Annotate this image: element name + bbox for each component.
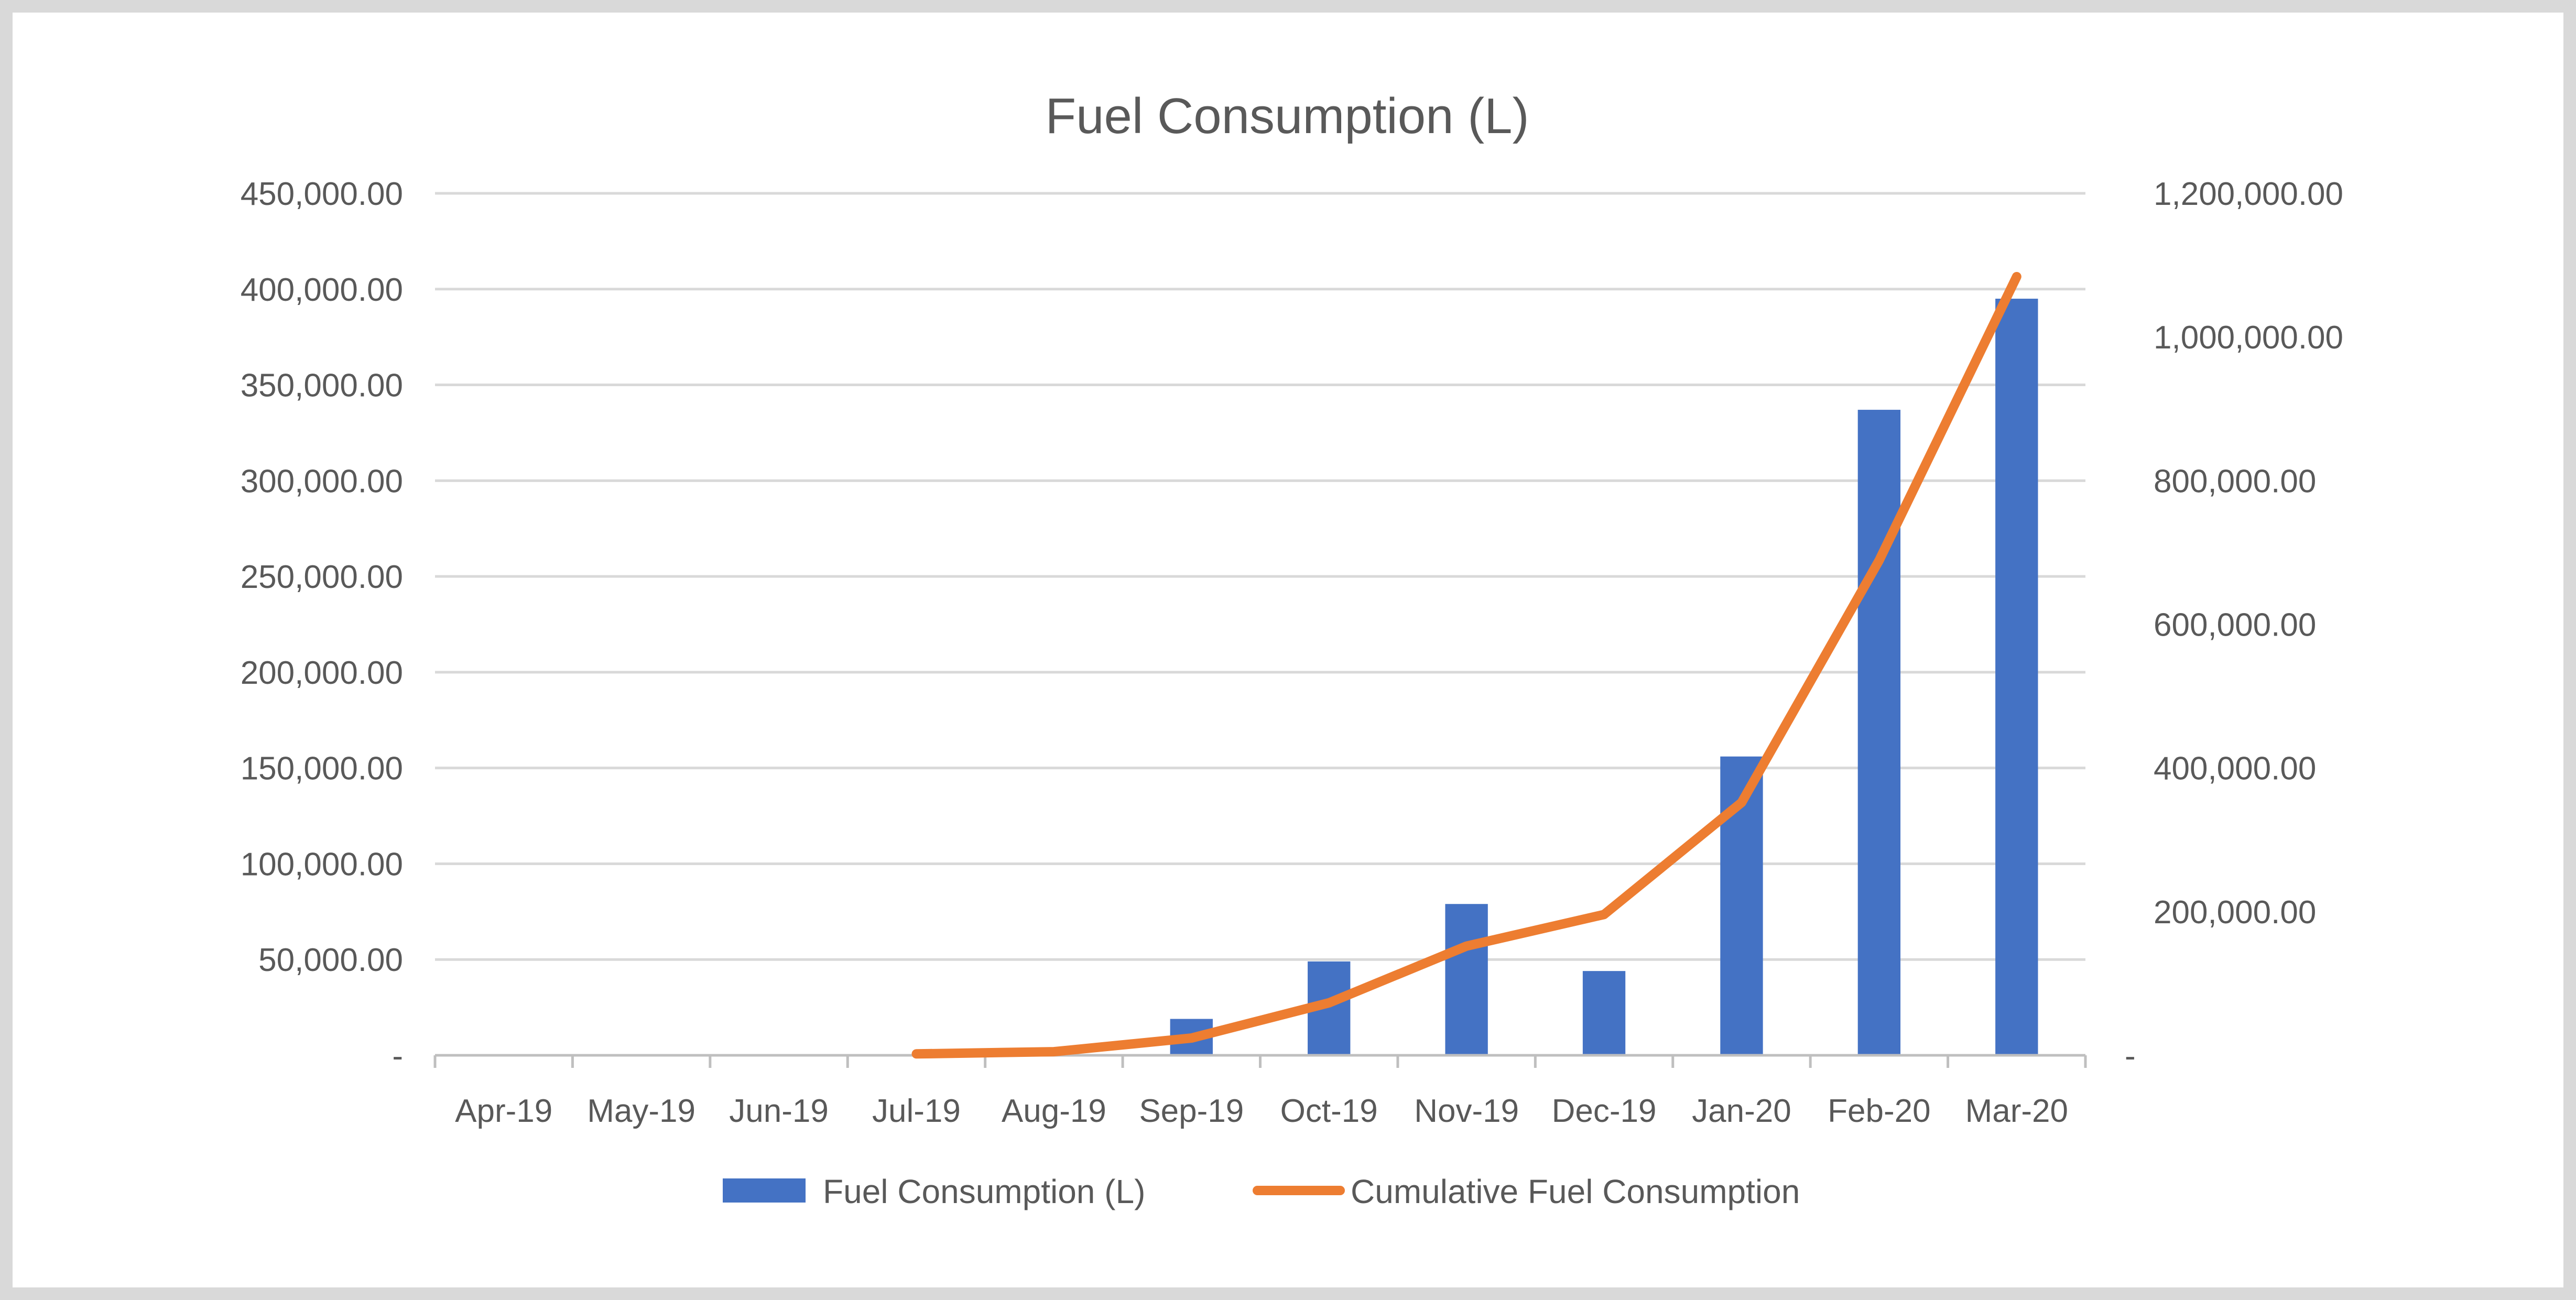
right-tick-label: 1,000,000.00 — [2154, 320, 2343, 356]
chart-title: Fuel Consumption (L) — [1045, 88, 1529, 144]
x-tick-label: Nov-19 — [1414, 1093, 1519, 1129]
x-tick-label: Sep-19 — [1139, 1093, 1244, 1129]
x-tick-label: Feb-20 — [1828, 1093, 1930, 1129]
left-tick-label: 350,000.00 — [241, 368, 403, 404]
right-tick-label: 400,000.00 — [2154, 751, 2316, 787]
left-tick-label: 50,000.00 — [258, 942, 403, 978]
bar-series — [1170, 299, 2038, 1055]
left-tick-label: 250,000.00 — [241, 559, 403, 595]
line-series — [911, 272, 2021, 1059]
legend-label-fuel-consumption: Fuel Consumption (L) — [823, 1173, 1145, 1210]
x-tick-label: May-19 — [587, 1093, 695, 1129]
left-tick-label: 450,000.00 — [241, 176, 403, 212]
left-tick-label: 150,000.00 — [241, 751, 403, 787]
right-tick-label: 600,000.00 — [2154, 607, 2316, 643]
right-tick-label: 800,000.00 — [2154, 463, 2316, 499]
left-tick-label: 100,000.00 — [241, 846, 403, 882]
x-tick-label: Mar-20 — [1965, 1093, 2068, 1129]
legend-label-cumulative: Cumulative Fuel Consumption — [1351, 1173, 1800, 1210]
left-tick-label: 300,000.00 — [241, 463, 403, 499]
x-axis — [433, 1054, 2087, 1068]
fuel-consumption-chart: Fuel Consumption (L) - 50,000.00 100,000.0… — [241, 88, 2343, 1210]
left-y-axis-labels: - 50,000.00 100,000.00 150,000.00 200,000.00… — [241, 176, 403, 1074]
right-y-axis-labels: - 200,000.00 400,000.00 600,000.00 800,000.0… — [2125, 176, 2343, 1074]
legend: Fuel Consumption (L) Cumulative Fuel Con… — [723, 1173, 1800, 1210]
legend-swatch-fuel-consumption — [723, 1178, 806, 1203]
bar-Nov-19 — [1445, 904, 1488, 1055]
right-tick-label: 1,200,000.00 — [2154, 176, 2343, 212]
x-tick-label: Jul-19 — [872, 1093, 961, 1129]
bar-Feb-20 — [1857, 410, 1901, 1055]
chart-frame: Fuel Consumption (L) - 50,000.00 100,000.0… — [13, 13, 2563, 1287]
x-tick-label: Aug-19 — [1002, 1093, 1106, 1129]
gridlines — [435, 192, 2085, 961]
x-axis-labels: Apr-19 May-19 Jun-19 Jul-19 Aug-19 Sep-19 Oct-… — [455, 1093, 2068, 1129]
right-tick-label: 200,000.00 — [2154, 894, 2316, 931]
bar-Mar-20 — [1995, 299, 2038, 1055]
x-tick-label: Dec-19 — [1552, 1093, 1657, 1129]
left-tick-label: - — [392, 1038, 403, 1074]
x-tick-label: Apr-19 — [455, 1093, 552, 1129]
bar-Dec-19 — [1582, 971, 1626, 1055]
left-tick-label: 400,000.00 — [241, 272, 403, 308]
x-tick-label: Oct-19 — [1280, 1093, 1378, 1129]
cumulative-line — [911, 272, 2021, 1059]
left-tick-label: 200,000.00 — [241, 655, 403, 691]
x-tick-label: Jun-19 — [729, 1093, 829, 1129]
x-tick-label: Jan-20 — [1692, 1093, 1791, 1129]
right-tick-label: - — [2125, 1038, 2136, 1074]
